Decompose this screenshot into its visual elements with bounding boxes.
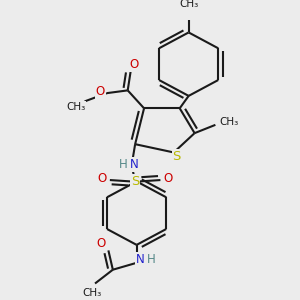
Text: CH₃: CH₃ [179, 0, 198, 9]
Text: H: H [146, 253, 155, 266]
Text: O: O [96, 237, 106, 250]
Text: S: S [131, 175, 139, 188]
Text: H: H [119, 158, 128, 171]
Text: N: N [130, 158, 139, 171]
Text: CH₃: CH₃ [82, 288, 102, 298]
Text: N: N [136, 253, 145, 266]
Text: O: O [163, 172, 172, 185]
Text: S: S [172, 150, 181, 163]
Text: O: O [96, 85, 105, 98]
Text: CH₃: CH₃ [66, 102, 85, 112]
Text: O: O [130, 58, 139, 71]
Text: CH₃: CH₃ [219, 117, 239, 127]
Text: O: O [98, 172, 107, 185]
